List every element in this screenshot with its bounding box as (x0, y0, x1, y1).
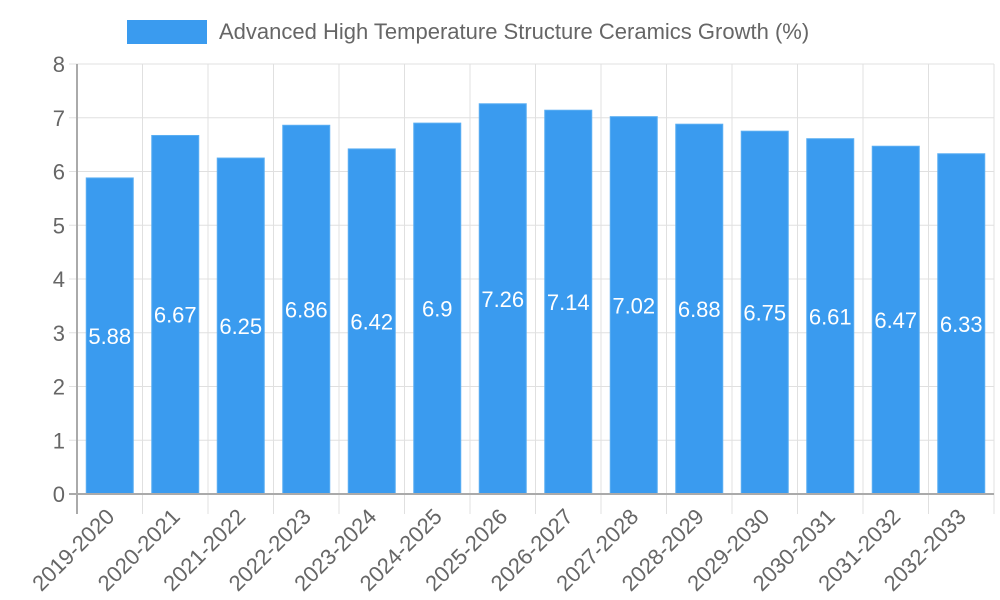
bar-value-label: 6.47 (874, 308, 917, 333)
y-tick-label: 4 (53, 267, 65, 292)
y-tick-label: 1 (53, 428, 65, 453)
bar[interactable] (544, 109, 593, 495)
bar-value-label: 6.33 (940, 312, 983, 337)
bar-value-label: 7.14 (547, 290, 590, 315)
y-tick-label: 8 (53, 52, 65, 77)
grid-lines (69, 63, 995, 514)
bar[interactable] (609, 116, 658, 495)
bars: 5.88 6.67 6.25 6.86 6.42 6.9 7.26 7.14 7.02 6.88 6… (85, 103, 986, 495)
legend-swatch[interactable] (127, 20, 207, 44)
legend-label: Advanced High Temperature Structure Cera… (219, 19, 810, 44)
bar[interactable] (151, 134, 200, 495)
bar-value-label: 6.61 (809, 304, 852, 329)
bar[interactable] (85, 177, 134, 495)
bar[interactable] (937, 153, 986, 495)
bar-value-label: 6.9 (422, 297, 453, 322)
x-axis-ticks: 2019-20202020-20212021-20222022-20232023… (27, 504, 971, 596)
bar[interactable] (216, 157, 265, 495)
y-tick-label: 0 (53, 482, 65, 507)
bar-value-label: 6.86 (285, 298, 328, 323)
bar-value-label: 5.88 (88, 324, 131, 349)
y-axis-ticks: 0 1 2 3 4 5 6 7 8 (53, 52, 65, 507)
y-tick-label: 3 (53, 321, 65, 346)
y-tick-label: 5 (53, 213, 65, 238)
bar-value-label: 6.67 (154, 303, 197, 328)
bar[interactable] (347, 148, 396, 495)
bar[interactable] (413, 122, 462, 495)
bar-value-label: 6.88 (678, 297, 721, 322)
bar-value-label: 7.02 (612, 293, 655, 318)
bar-value-label: 6.42 (350, 309, 393, 334)
y-tick-label: 2 (53, 375, 65, 400)
bar[interactable] (478, 103, 527, 495)
y-tick-label: 7 (53, 106, 65, 131)
bar-value-label: 7.26 (481, 287, 524, 312)
chart-legend: Advanced High Temperature Structure Cera… (0, 18, 1000, 46)
y-tick-label: 6 (53, 160, 65, 185)
bar-value-label: 6.25 (219, 314, 262, 339)
axes (69, 64, 994, 514)
bar[interactable] (806, 138, 855, 495)
bar-value-label: 6.75 (743, 301, 786, 326)
bar[interactable] (282, 124, 331, 495)
bar[interactable] (675, 123, 724, 495)
bar[interactable] (871, 145, 920, 495)
bar[interactable] (740, 130, 789, 495)
